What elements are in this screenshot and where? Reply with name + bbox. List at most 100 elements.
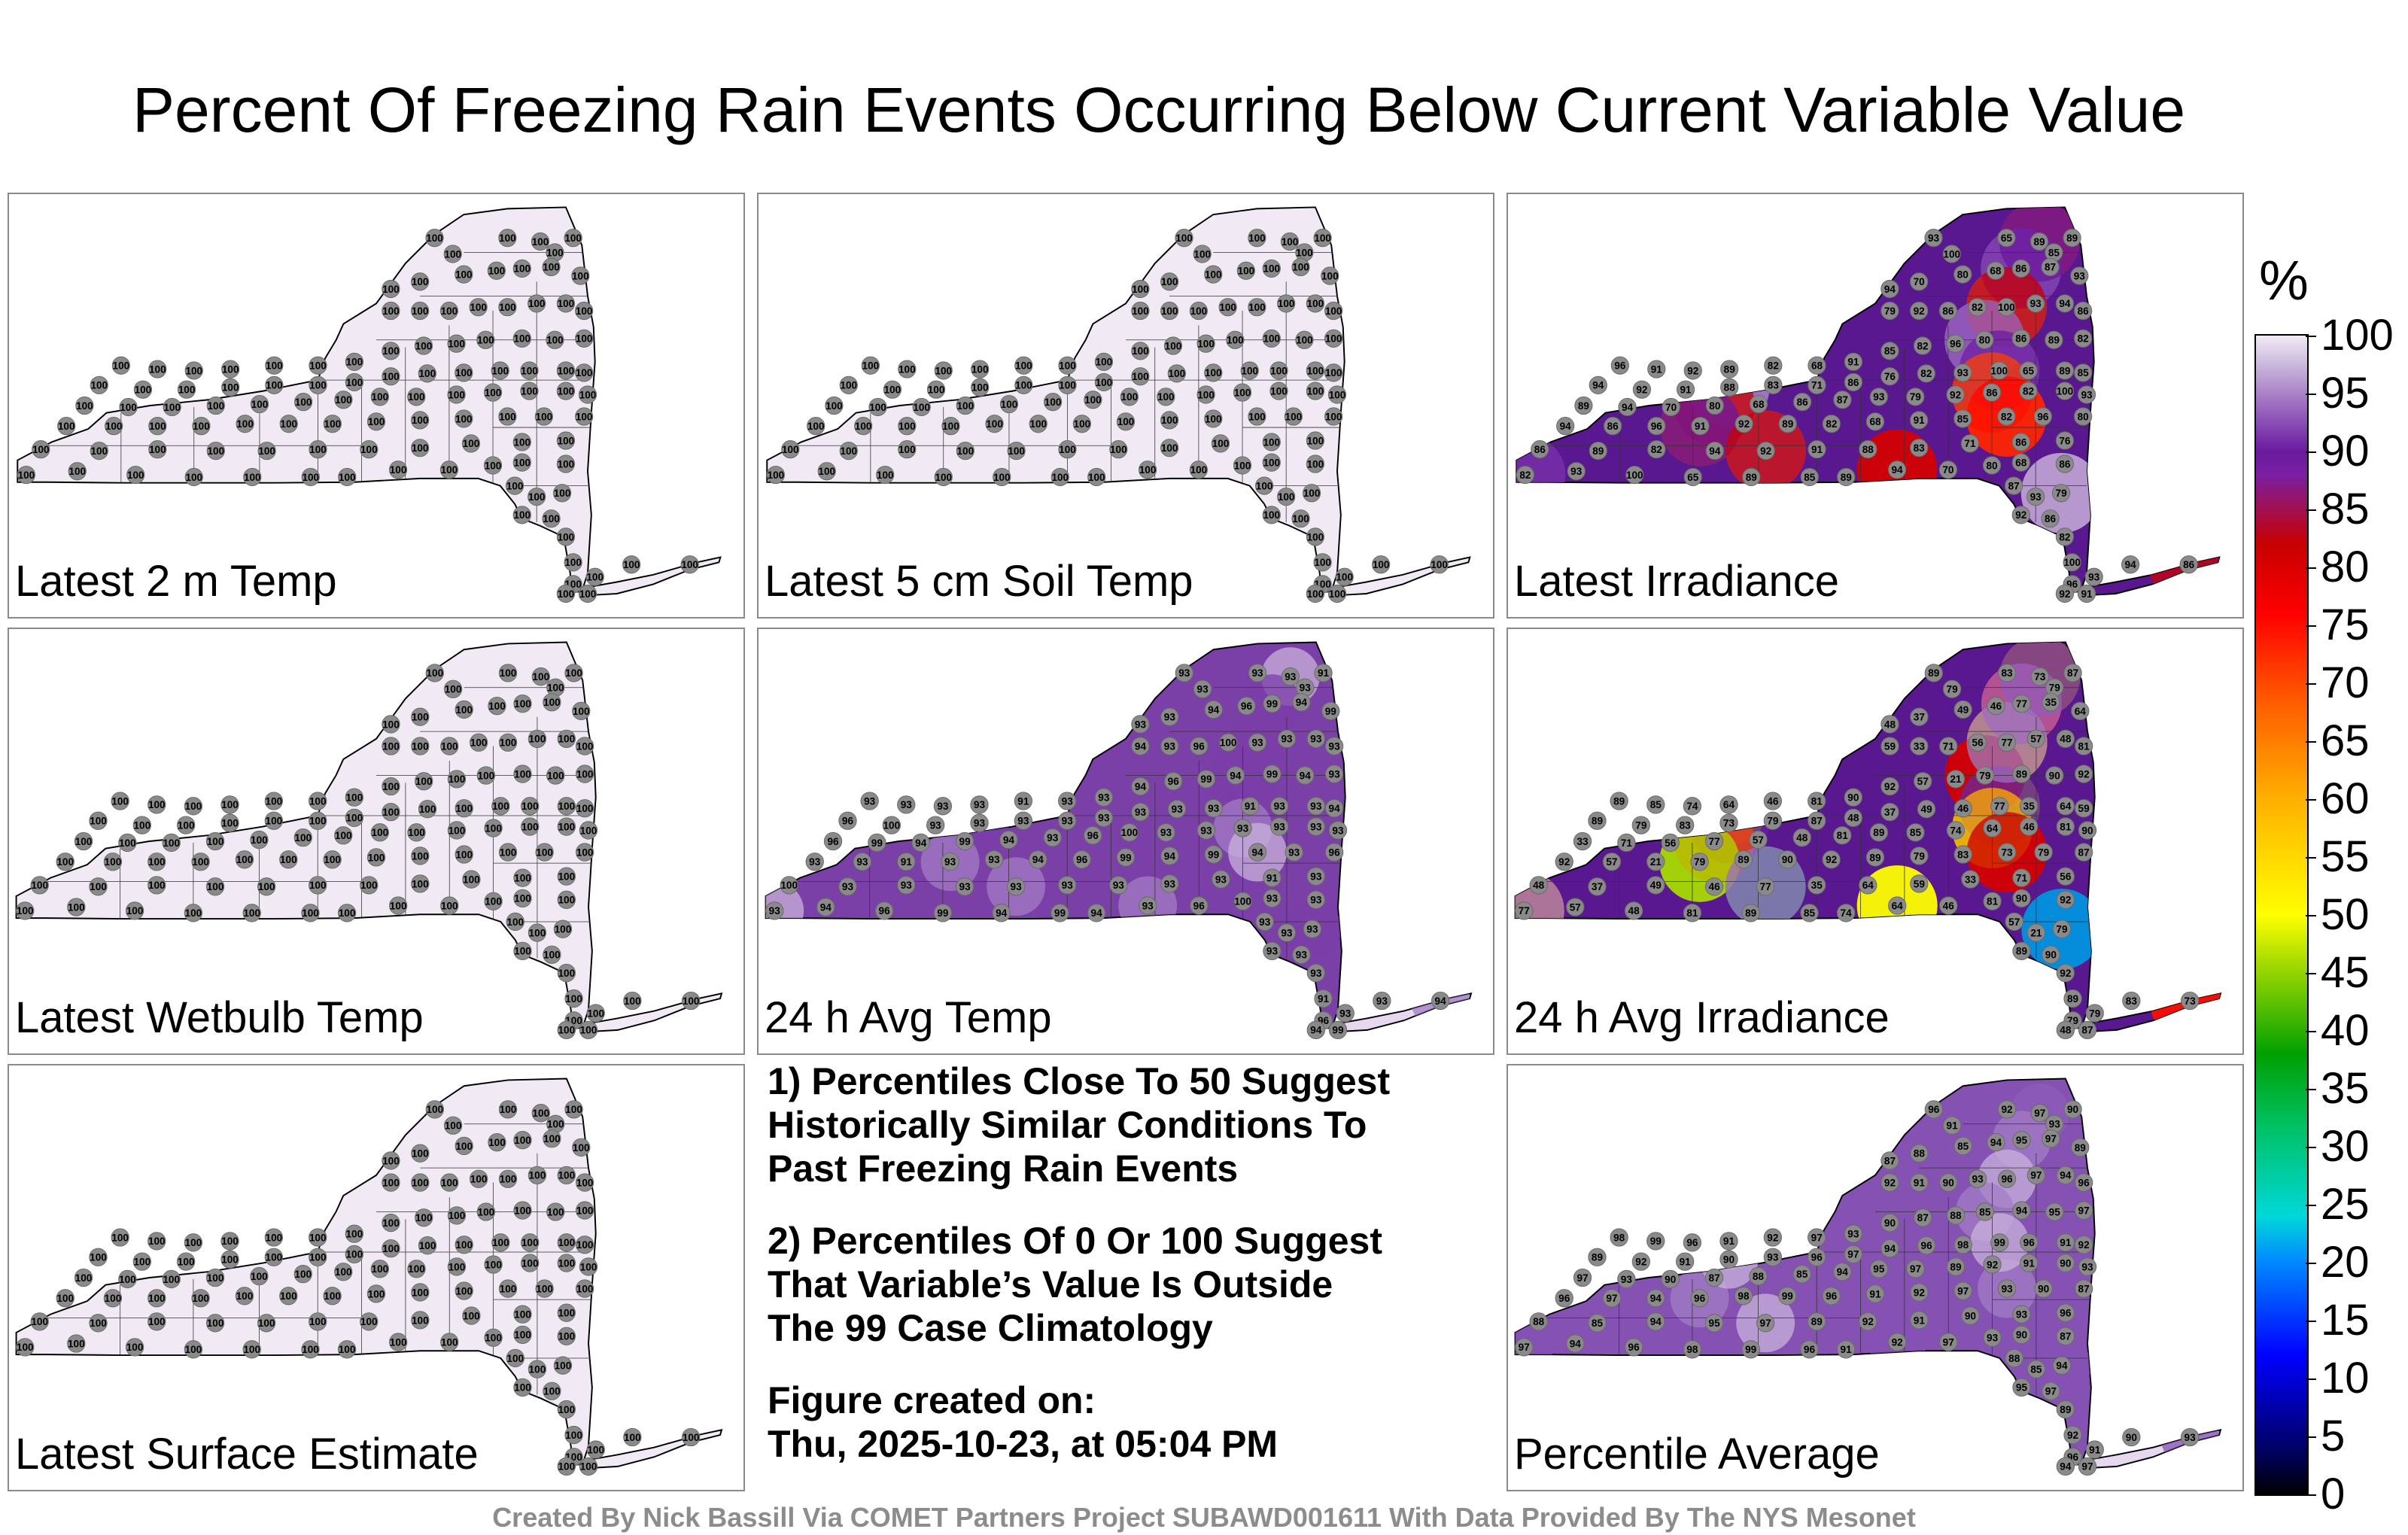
station-marker: 100 [2055, 381, 2075, 400]
map-panel-percentile-average: 96 91 92 97 93 90 87 88 85 94 95 97 89 92 91 90 93 96 97 94… [1507, 1064, 2244, 1491]
station-marker: 100 [1087, 467, 1106, 487]
station-marker: 94 [1248, 843, 1267, 862]
svg-text:100: 100 [935, 365, 952, 376]
station-marker: 83 [2122, 991, 2141, 1011]
svg-text:100: 100 [455, 413, 473, 424]
svg-text:93: 93 [1062, 795, 1074, 807]
svg-text:97: 97 [1606, 1293, 1617, 1304]
svg-text:100: 100 [1197, 338, 1215, 349]
svg-text:91: 91 [2023, 1257, 2036, 1269]
svg-text:85: 85 [1979, 1206, 1991, 1217]
svg-text:65: 65 [1687, 472, 1699, 483]
station-marker: 93 [1270, 797, 1289, 816]
svg-text:88: 88 [1862, 444, 1874, 455]
station-marker: 100 [528, 729, 547, 749]
svg-text:46: 46 [1943, 900, 1955, 911]
svg-text:85: 85 [1957, 1141, 1969, 1152]
station-marker: 91 [2020, 1254, 2039, 1272]
svg-text:100: 100 [120, 402, 137, 413]
station-marker: 100 [543, 1129, 561, 1148]
svg-text:100: 100 [1234, 896, 1251, 907]
station-marker: 100 [579, 1020, 598, 1040]
svg-text:100: 100 [75, 836, 93, 847]
station-marker: 94 [1880, 1239, 1899, 1258]
svg-text:100: 100 [17, 905, 34, 916]
colorbar-tick-mark [2306, 857, 2316, 859]
station-marker: 94 [1646, 1312, 1665, 1331]
svg-text:92: 92 [1687, 365, 1698, 376]
station-marker: 93 [805, 853, 824, 871]
svg-text:99: 99 [1650, 1236, 1662, 1247]
svg-text:100: 100 [382, 719, 400, 730]
station-marker: 98 [1953, 1236, 1972, 1254]
station-marker: 65 [1683, 467, 1702, 487]
station-marker: 64 [1859, 876, 1877, 895]
svg-text:100: 100 [266, 1232, 283, 1243]
svg-text:86: 86 [2059, 458, 2071, 470]
station-marker: 100 [243, 467, 262, 487]
station-marker: 100 [1990, 361, 2008, 380]
station-marker: 100 [575, 1236, 594, 1254]
svg-text:91: 91 [1914, 415, 1926, 426]
station-marker: 90 [2063, 1100, 2082, 1119]
svg-text:92: 92 [1760, 445, 1771, 457]
station-marker: 100 [30, 876, 49, 895]
station-marker: 100 [521, 1254, 540, 1272]
station-marker: 100 [934, 361, 953, 380]
station-marker: 100 [30, 1312, 49, 1331]
svg-text:100: 100 [419, 1240, 436, 1251]
station-marker: 79 [1690, 853, 1709, 871]
svg-text:89: 89 [1745, 907, 1757, 919]
svg-text:82: 82 [1768, 360, 1779, 372]
station-marker: 100 [184, 904, 203, 923]
station-marker: 100 [585, 567, 604, 586]
station-marker: 93 [941, 853, 959, 871]
station-marker: 100 [235, 850, 254, 869]
station-marker: 100 [205, 831, 225, 851]
svg-text:100: 100 [1329, 389, 1346, 400]
svg-text:89: 89 [2048, 335, 2060, 346]
svg-text:100: 100 [1325, 411, 1342, 422]
svg-text:100: 100 [1220, 737, 1237, 749]
station-marker: 100 [440, 896, 459, 915]
svg-text:100: 100 [488, 701, 506, 712]
svg-text:77: 77 [1708, 836, 1719, 847]
station-marker: 87 [1914, 1208, 1932, 1227]
station-marker: 100 [220, 813, 239, 832]
svg-text:100: 100 [105, 421, 123, 432]
svg-text:91: 91 [1680, 385, 1692, 396]
station-marker: 100 [132, 816, 151, 834]
station-marker: 100 [191, 1289, 210, 1308]
colorbar-tick-label: 90 [2321, 427, 2370, 476]
svg-text:100: 100 [840, 445, 857, 457]
station-marker: 70 [1938, 460, 1958, 479]
svg-text:100: 100 [543, 1133, 561, 1144]
svg-text:88: 88 [1753, 1271, 1765, 1282]
station-marker: 100 [447, 385, 466, 404]
map-panel-latest-2m-temp: 100 100 100 100 100 100 100 100 100 100 100 100 100 1… [8, 193, 745, 619]
svg-text:100: 100 [576, 847, 594, 858]
figure-title: Percent Of Freezing Rain Events Occurrin… [132, 74, 2186, 145]
station-marker: 79 [1763, 811, 1783, 830]
svg-text:100: 100 [488, 266, 506, 277]
svg-text:99: 99 [959, 836, 971, 847]
station-marker: 100 [1262, 506, 1281, 524]
station-marker: 100 [293, 828, 312, 847]
svg-text:64: 64 [1987, 822, 1999, 834]
station-marker: 82 [1764, 356, 1783, 375]
station-marker: 100 [184, 467, 203, 487]
station-marker: 82 [1968, 298, 1987, 317]
station-marker: 91 [2056, 1233, 2075, 1252]
svg-text:100: 100 [382, 1217, 400, 1229]
svg-text:100: 100 [56, 1293, 74, 1304]
station-marker: 100 [1218, 298, 1237, 317]
station-marker: 79 [2085, 1004, 2104, 1023]
svg-text:100: 100 [221, 818, 239, 829]
station-marker: 90 [1880, 1213, 1899, 1233]
svg-text:33: 33 [1965, 874, 1977, 885]
svg-text:100: 100 [1015, 380, 1032, 391]
station-marker: 100 [1262, 453, 1281, 472]
station-marker: 93 [1983, 1328, 2002, 1347]
station-marker: 100 [89, 1248, 108, 1266]
svg-text:90: 90 [1943, 1177, 1955, 1188]
